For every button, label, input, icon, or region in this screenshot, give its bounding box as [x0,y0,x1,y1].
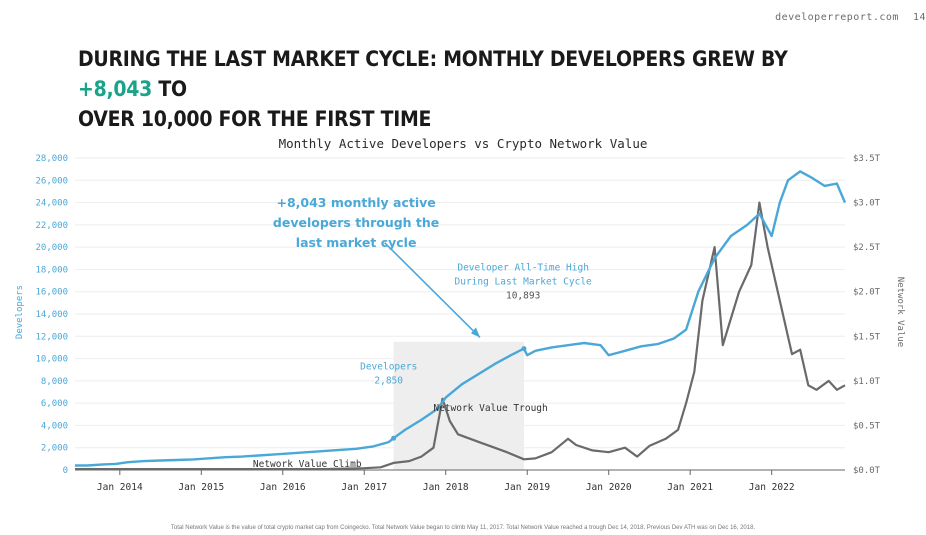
y-tick-label: 18,000 [35,265,68,275]
y-tick-label: 20,000 [35,243,68,253]
site-url: developerreport.com [775,12,899,23]
callout-text: +8,043 monthly active [276,195,435,210]
y-right-tick-label: $1.0T [853,377,881,387]
y-tick-label: 8,000 [41,377,68,387]
x-tick-label: Jan 2020 [586,482,632,493]
y-right-tick-label: $3.0T [853,199,881,209]
y-right-tick-label: $0.5T [853,421,881,431]
x-tick-label: Jan 2018 [423,482,469,493]
y-tick-label: 12,000 [35,332,68,342]
x-tick-label: Jan 2017 [341,482,387,493]
grid [75,157,845,471]
callout-arrowhead [470,327,480,338]
y-axis-right: $0.0T $0.5T $1.0T $1.5T $2.0T $2.5T $3.0T $3.5T [853,154,881,476]
y-tick-label: 4,000 [41,421,68,431]
developers-start-label: 2,850 [374,376,403,387]
developers-start-label: Developers [360,362,417,373]
annotations: +8,043 monthly active developers through … [253,195,592,470]
developers-line [75,170,847,467]
dev-ath-label: 10,893 [506,291,540,302]
developers-start-point [391,435,397,441]
headline-text: DURING THE LAST MARKET CYCLE: MONTHLY DE… [78,47,788,71]
x-tick-label: Jan 2019 [504,482,550,493]
network-value-line [75,201,846,471]
headline-accent: +8,043 [78,77,153,101]
y-axis-label-right: Network Value [895,277,905,347]
headline-line2: OVER 10,000 FOR THE FIRST TIME [78,107,432,131]
site-header: developerreport.com 14 [775,12,926,23]
callout-text: last market cycle [296,235,417,250]
y-tick-label: 2,000 [41,444,68,454]
climb-label: Network Value Climb [253,459,362,470]
y-tick-label: 6,000 [41,399,68,409]
y-right-tick-label: $1.5T [853,332,881,342]
x-tick-label: Jan 2022 [749,482,795,493]
y-axis-label-left: Developers [15,285,25,339]
chart-title: Monthly Active Developers vs Crypto Netw… [278,136,648,151]
dev-ath-point [521,346,527,352]
x-tick-label: Jan 2015 [178,482,224,493]
trough-label: Network Value Trough [433,403,547,414]
y-tick-label: 10,000 [35,355,68,365]
y-tick-label: 14,000 [35,310,68,320]
y-tick-label: 26,000 [35,176,68,186]
y-axis-left: 0 2,000 4,000 6,000 8,000 10,000 12,000 14,000 1… [35,154,68,476]
shaded-market-cycle [393,341,524,470]
y-tick-label: 0 [63,466,68,476]
x-tick-label: Jan 2021 [667,482,713,493]
y-right-tick-label: $0.0T [853,466,881,476]
y-tick-label: 16,000 [35,288,68,298]
dev-ath-label: During Last Market Cycle [455,277,593,288]
footnote: Total Network Value is the value of tota… [170,525,756,531]
callout-arrow [384,242,481,338]
x-tick-label: Jan 2016 [260,482,306,493]
page-number: 14 [912,12,926,23]
headline: DURING THE LAST MARKET CYCLE: MONTHLY DE… [78,44,798,134]
y-tick-label: 24,000 [35,199,68,209]
dev-ath-label: Developer All-Time High [457,263,589,274]
y-right-tick-label: $2.0T [853,288,881,298]
y-tick-label: 28,000 [35,154,68,164]
y-tick-label: 22,000 [35,221,68,231]
y-right-tick-label: $3.5T [853,154,881,164]
x-tick-label: Jan 2014 [97,482,143,493]
y-right-tick-label: $2.5T [853,243,881,253]
x-axis: Jan 2014 Jan 2015 Jan 2016 Jan 2017 Jan 2018… [97,470,795,493]
callout-text: developers through the [273,215,439,230]
headline-text-end: TO [152,77,187,101]
